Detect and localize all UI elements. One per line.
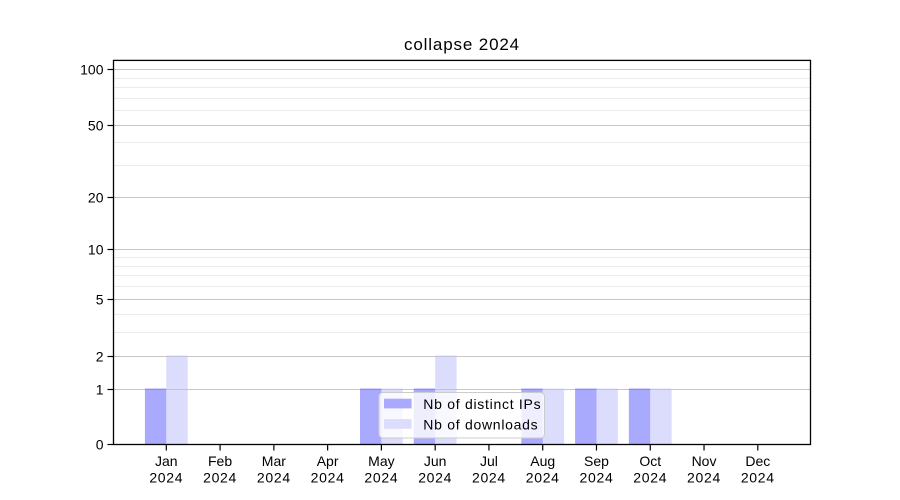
svg-text:2024: 2024 (526, 470, 560, 486)
svg-text:50: 50 (88, 118, 104, 134)
svg-text:Feb: Feb (208, 453, 232, 469)
svg-text:Aug: Aug (530, 453, 555, 469)
svg-text:2024: 2024 (687, 470, 721, 486)
svg-text:2: 2 (96, 349, 104, 365)
svg-text:10: 10 (88, 242, 104, 258)
svg-text:May: May (368, 453, 394, 469)
svg-text:Jan: Jan (155, 453, 178, 469)
svg-text:2024: 2024 (203, 470, 237, 486)
svg-text:20: 20 (88, 190, 104, 206)
svg-text:Jun: Jun (424, 453, 447, 469)
svg-text:Dec: Dec (745, 453, 770, 469)
svg-text:0: 0 (96, 437, 104, 453)
svg-text:2024: 2024 (633, 470, 667, 486)
svg-text:2024: 2024 (741, 470, 775, 486)
svg-text:2024: 2024 (311, 470, 345, 486)
svg-text:Jul: Jul (480, 453, 498, 469)
svg-text:1: 1 (96, 382, 104, 398)
svg-text:Nov: Nov (692, 453, 717, 469)
svg-text:Oct: Oct (639, 453, 661, 469)
svg-text:2024: 2024 (418, 470, 452, 486)
svg-text:Nb of downloads: Nb of downloads (423, 416, 538, 432)
svg-text:2024: 2024 (472, 470, 506, 486)
svg-text:Mar: Mar (262, 453, 286, 469)
svg-text:collapse 2024: collapse 2024 (404, 35, 520, 54)
svg-text:Sep: Sep (584, 453, 609, 469)
svg-text:2024: 2024 (149, 470, 183, 486)
svg-text:5: 5 (96, 292, 104, 308)
svg-text:Apr: Apr (317, 453, 339, 469)
svg-text:2024: 2024 (580, 470, 614, 486)
svg-text:100: 100 (80, 62, 104, 78)
svg-text:Nb of distinct IPs: Nb of distinct IPs (423, 396, 541, 412)
svg-text:2024: 2024 (257, 470, 291, 486)
svg-text:2024: 2024 (364, 470, 398, 486)
